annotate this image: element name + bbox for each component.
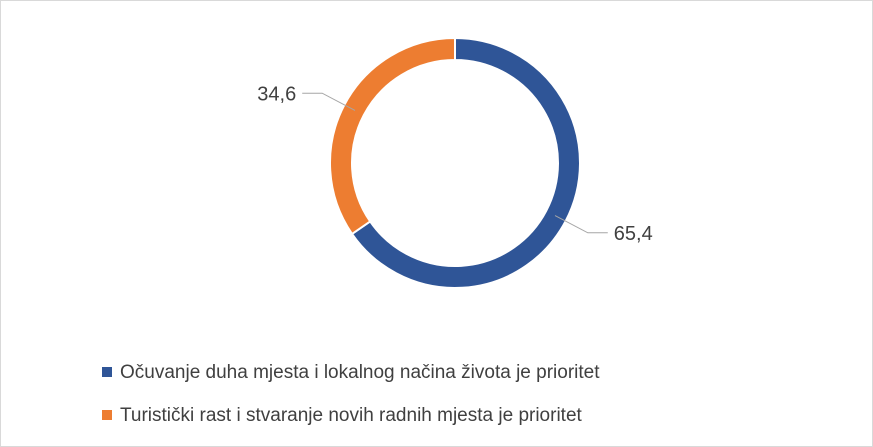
data-label: 65,4 <box>614 223 653 245</box>
legend-swatch <box>102 410 112 420</box>
leader-line <box>554 215 608 234</box>
leader-line <box>302 92 356 111</box>
data-label: 34,6 <box>257 84 296 106</box>
legend-label: Turistički rast i stvaranje novih radnih… <box>120 405 583 426</box>
legend-label: Očuvanje duha mjesta i lokalnog načina ž… <box>120 362 600 383</box>
legend-swatch <box>102 367 112 377</box>
donut-segment <box>350 36 581 289</box>
donut-segment <box>329 36 456 236</box>
